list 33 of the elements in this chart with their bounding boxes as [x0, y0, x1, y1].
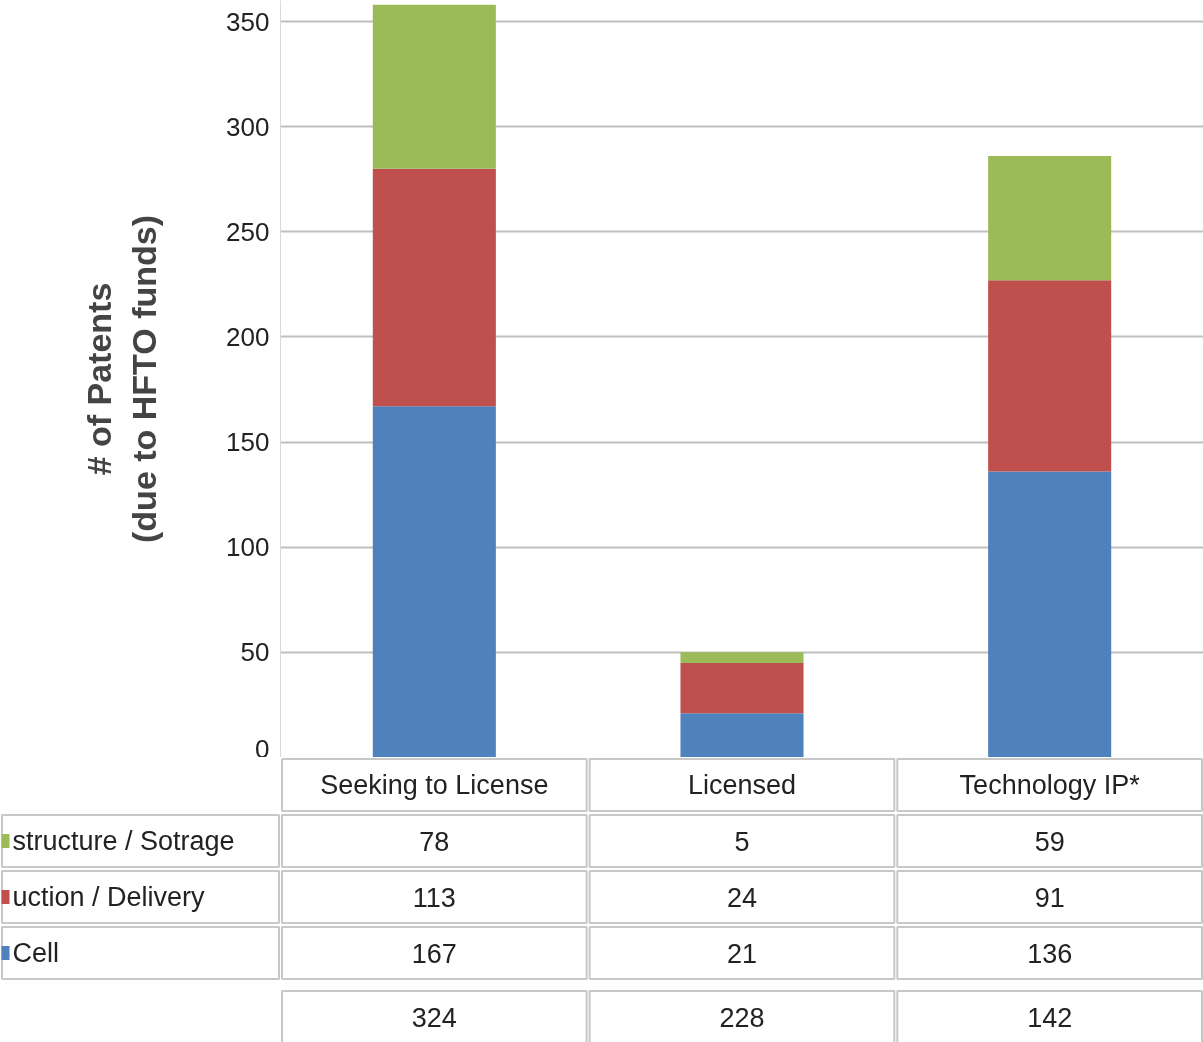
data-label: 78	[419, 826, 450, 857]
bar	[680, 662, 804, 714]
data-label: 136	[1027, 938, 1073, 969]
text: 324	[411, 1002, 457, 1033]
y-axis-title: # of Patents (due to HFTO funds)	[79, 215, 164, 543]
bar	[680, 652, 804, 663]
data-label: 91	[1034, 882, 1065, 913]
y-tick-label: 0	[255, 733, 270, 764]
text: 142	[1027, 1002, 1073, 1033]
text: 228	[719, 1002, 765, 1033]
legend-label: structure / Sotrage	[12, 826, 235, 856]
bar	[372, 168, 496, 407]
x-tick-label: Technology IP*	[959, 770, 1141, 800]
legend-label: Cell	[12, 938, 60, 968]
bar	[372, 4, 496, 169]
y-tick-label: 300	[226, 111, 270, 142]
data-label: 113	[412, 882, 456, 913]
y-tick-label: 50	[240, 637, 270, 668]
data-label: 21	[726, 938, 758, 969]
y-tick-label: 200	[226, 321, 270, 352]
y-tick-label: 150	[226, 427, 270, 458]
bar	[988, 156, 1112, 281]
x-tick-label: Seeking to License	[320, 770, 549, 800]
x-tick-label: Licensed	[687, 770, 797, 800]
y-tick-label: 250	[226, 216, 270, 247]
data-label: 167	[411, 938, 457, 969]
data-label: 5	[734, 826, 750, 857]
y-tick-label: 100	[226, 532, 270, 563]
legend-label: uction / Delivery	[12, 882, 206, 912]
data-label: 24	[726, 882, 758, 913]
bar	[988, 280, 1112, 472]
y-tick-label: 350	[226, 6, 270, 37]
data-label: 59	[1034, 826, 1065, 857]
